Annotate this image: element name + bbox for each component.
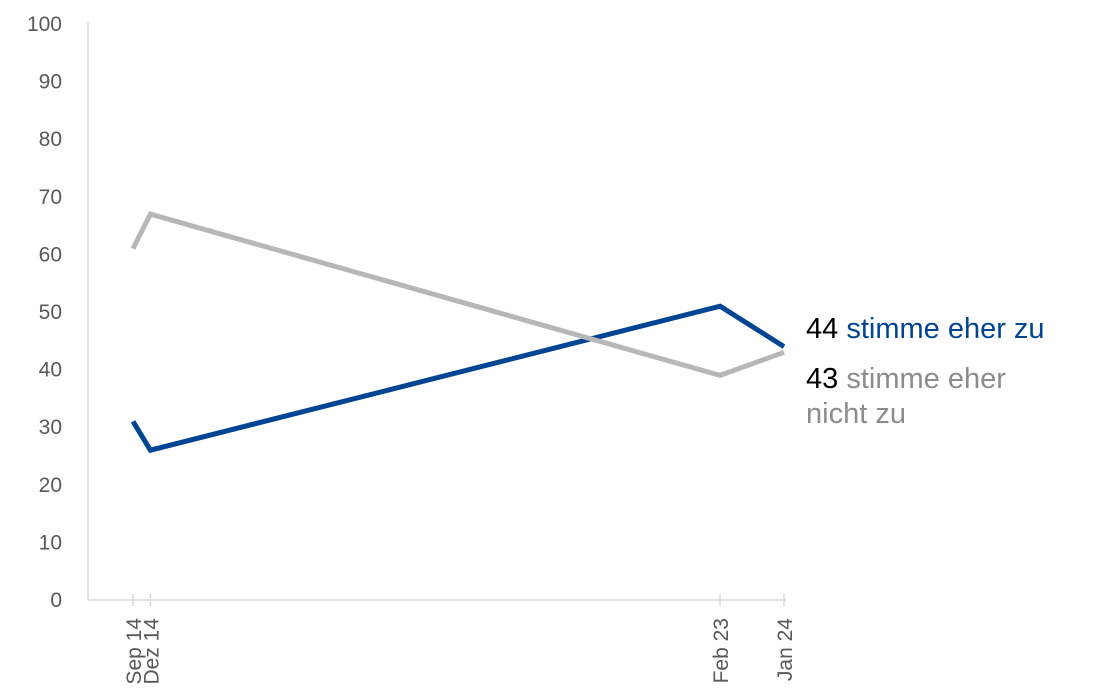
y-tick-label: 60 — [39, 243, 62, 266]
series-line-disagree — [130, 211, 785, 379]
y-tick-label: 40 — [39, 359, 62, 382]
disagree-end-text-line2: nicht zu — [806, 398, 906, 430]
y-tick-label: 10 — [39, 531, 62, 554]
y-tick-label: 90 — [39, 71, 62, 94]
agree-end-value: 44 — [806, 313, 839, 345]
y-tick-label: 50 — [39, 301, 62, 324]
y-tick-label: 80 — [39, 128, 62, 151]
x-tick-label: Dez 14 — [140, 618, 163, 685]
y-tick-label: 100 — [27, 13, 62, 36]
x-tick-label: Sep 14 — [123, 618, 146, 685]
series-line-agree — [130, 303, 786, 454]
series-end-label-disagree: 43 stimme eher nicht zu — [806, 362, 1106, 432]
y-tick-label: 70 — [39, 186, 62, 209]
axes — [87, 22, 786, 606]
disagree-end-value: 43 — [806, 363, 839, 395]
x-tick-label: Feb 23 — [710, 618, 733, 683]
x-tick-label: Jan 24 — [774, 618, 797, 681]
series-lines — [130, 211, 786, 454]
y-tick-label: 30 — [39, 416, 62, 439]
y-tick-label: 0 — [50, 589, 62, 612]
y-tick-label: 20 — [39, 474, 62, 497]
disagree-end-text-line1: stimme eher — [846, 363, 1006, 395]
series-end-label-agree: 44 stimme eher zu — [806, 312, 1045, 347]
agree-end-text: stimme eher zu — [846, 313, 1045, 345]
